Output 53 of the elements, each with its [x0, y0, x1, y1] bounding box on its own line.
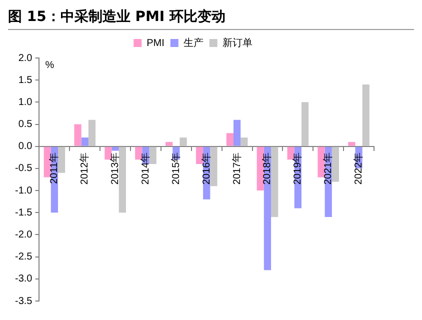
x-tick-label: 2012年 — [78, 152, 91, 185]
bar — [287, 146, 294, 160]
bar — [88, 120, 96, 146]
bar — [234, 120, 241, 146]
y-tick-label: 1.5 — [18, 74, 33, 86]
bar — [112, 146, 119, 151]
y-tick-label: 1.0 — [18, 96, 33, 108]
bar — [332, 146, 339, 182]
bar — [196, 146, 204, 164]
x-tick-label: 2019年 — [292, 152, 304, 185]
bar — [271, 146, 278, 218]
legend-label: PMI — [146, 38, 164, 49]
bar — [44, 146, 51, 178]
bar — [166, 142, 173, 146]
x-tick-label: 2013年 — [109, 152, 122, 185]
legend-label: 新订单 — [222, 36, 252, 49]
bar — [58, 146, 66, 173]
bar — [74, 124, 82, 146]
bar — [348, 142, 356, 146]
bar — [240, 138, 248, 146]
x-tick-label: 2015年 — [170, 152, 182, 185]
bar — [318, 146, 325, 178]
x-tick-label: 2022年 — [352, 152, 365, 185]
bar — [135, 146, 142, 160]
y-tick-label: -1.5 — [14, 207, 33, 218]
bar — [149, 146, 156, 164]
y-tick-label: 0.5 — [18, 119, 33, 130]
y-tick-label: -0.5 — [14, 163, 33, 174]
legend-label: 生产 — [183, 36, 204, 49]
x-tick-label: 2018年 — [261, 152, 274, 185]
bar — [180, 138, 187, 146]
bar — [118, 146, 126, 213]
chart-title: 图 15：中采制造业 PMI 环比变动 — [8, 8, 414, 30]
bar — [210, 146, 218, 186]
y-tick-label: -2.0 — [14, 229, 33, 240]
bar — [104, 146, 112, 160]
bar — [362, 84, 370, 146]
x-tick-label: 2017年 — [230, 152, 243, 185]
y-axis-title: % — [45, 60, 54, 71]
y-tick-label: 2.0 — [18, 52, 33, 64]
y-tick-label: -2.5 — [14, 252, 33, 263]
x-tick-label: 2014年 — [140, 152, 152, 185]
y-tick-label: -3.0 — [14, 274, 33, 285]
x-tick-label: 2011年 — [48, 152, 60, 184]
y-tick-label: 0.0 — [18, 141, 33, 152]
x-tick-label: 2021年 — [322, 152, 334, 185]
bar — [301, 102, 309, 146]
x-tick-label: 2016年 — [200, 152, 212, 185]
bar — [81, 138, 88, 146]
bar — [256, 146, 264, 191]
bar — [226, 133, 234, 146]
y-tick-label: -1.0 — [14, 185, 33, 196]
y-tick-label: -3.5 — [14, 296, 33, 307]
